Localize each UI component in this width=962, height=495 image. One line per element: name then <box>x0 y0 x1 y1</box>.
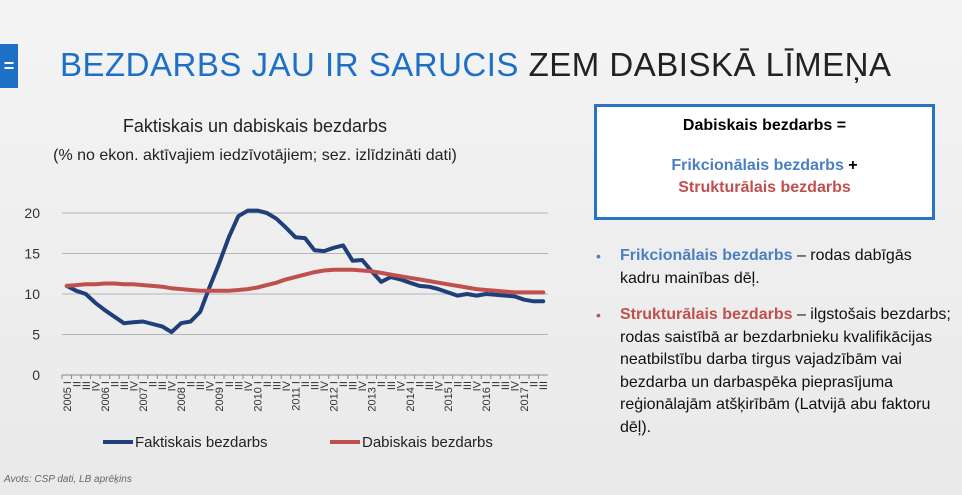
x-tick-label: II <box>491 381 503 387</box>
slide-title: BEZDARBS JAU IR SARUCIS ZEM DABISKĀ LĪME… <box>60 40 892 90</box>
bullet-frictional: • Frikcionālais bezdarbs – rodas dabīgās… <box>596 245 956 290</box>
bullet-text: – rodas dabīgās kadru mainības dēļ. <box>620 247 912 287</box>
legend-label: Dabiskais bezdarbs <box>362 434 493 451</box>
x-tick-label: II <box>529 381 541 387</box>
x-tick-label: II <box>414 381 426 387</box>
bullet-term: Strukturālais bezdarbs <box>620 306 793 323</box>
x-tick-label: IV <box>319 380 331 391</box>
x-tick-label: III <box>81 381 93 390</box>
x-tick-label: 2014 I <box>405 381 417 412</box>
definition-line-1: Frikcionālais bezdarbs + <box>597 157 932 175</box>
x-tick-label: II <box>186 381 198 387</box>
chart-subtitle: (% no ekon. aktīvajiem iedzīvotājiem; se… <box>53 147 457 164</box>
bullet-term: Frikcionālais bezdarbs <box>620 247 793 264</box>
definition-line-2: Strukturālais bezdarbs <box>678 179 851 196</box>
definition-heading: Dabiskais bezdarbs = <box>682 117 847 134</box>
x-tick-label: III <box>538 381 550 390</box>
x-tick-label: II <box>224 381 236 387</box>
x-tick-label: 2017 I <box>519 381 531 412</box>
x-tick-label: 2009 I <box>214 381 226 412</box>
y-tick-label: 10 <box>24 286 40 302</box>
y-tick-label: 15 <box>24 246 40 262</box>
x-tick-label: II <box>109 381 121 387</box>
legend-label: Faktiskais bezdarbs <box>135 434 268 451</box>
x-tick-label: IV <box>433 380 445 391</box>
bullet-dot: • <box>596 248 601 264</box>
x-tick-label: 2008 I <box>176 381 188 412</box>
y-tick-label: 5 <box>32 327 40 343</box>
x-tick-label: IV <box>90 380 102 391</box>
x-tick-label: IV <box>395 380 407 391</box>
x-tick-label: III <box>386 381 398 390</box>
x-tick-label: III <box>157 381 169 390</box>
x-tick-label: III <box>233 381 245 390</box>
x-tick-label: IV <box>205 380 217 391</box>
x-tick-label: 2011 I <box>290 381 302 411</box>
frictional-term: Frikcionālais bezdarbs <box>671 157 844 174</box>
chart-title: Faktiskais un dabiskais bezdarbs <box>122 116 388 136</box>
x-tick-label: II <box>338 381 350 387</box>
title-rest: ZEM DABISKĀ LĪMEŅA <box>518 46 892 83</box>
x-tick-label: 2010 I <box>252 381 264 412</box>
bullet-structural: • Strukturālais bezdarbs – ilgstošais be… <box>596 304 956 439</box>
title-highlight: BEZDARBS JAU IR SARUCIS <box>60 46 519 83</box>
definition-box: Dabiskais bezdarbs = Frikcionālais bezda… <box>594 104 935 220</box>
bullet-list: • Frikcionālais bezdarbs – rodas dabīgās… <box>596 245 956 453</box>
y-tick-label: 20 <box>24 205 40 221</box>
x-tick-label: II <box>71 381 83 387</box>
x-tick-label: III <box>271 381 283 390</box>
x-tick-label: 2006 I <box>100 381 112 412</box>
x-tick-label: 2013 I <box>367 381 379 412</box>
x-tick-label: 2016 I <box>481 381 493 412</box>
plus-sign: + <box>843 157 858 174</box>
x-tick-label: 2007 I <box>138 381 150 412</box>
slide-badge: = <box>0 44 18 88</box>
x-tick-label: II <box>300 381 312 387</box>
x-tick-label: 2005 I <box>62 381 74 412</box>
x-tick-label: III <box>424 381 436 390</box>
x-tick-label: III <box>348 381 360 390</box>
x-tick-label: IV <box>243 380 255 391</box>
x-tick-label: IV <box>357 380 369 391</box>
x-tick-label: III <box>500 381 512 390</box>
bullet-dot: • <box>596 307 601 323</box>
bullet-text: – ilgstošais bezdarbs; rodas saistībā ar… <box>620 306 951 436</box>
x-tick-label: II <box>148 381 160 387</box>
y-tick-label: 0 <box>32 367 40 383</box>
x-tick-label: III <box>462 381 474 390</box>
x-tick-label: IV <box>167 380 179 391</box>
x-tick-label: 2015 I <box>443 381 455 412</box>
x-tick-label: III <box>119 381 131 390</box>
source-note: Avots: CSP dati, LB aprēķins <box>4 474 132 485</box>
x-tick-label: III <box>310 381 322 390</box>
x-tick-label: IV <box>472 380 484 391</box>
x-tick-label: IV <box>128 380 140 391</box>
x-tick-label: III <box>195 381 207 390</box>
x-tick-label: II <box>262 381 274 387</box>
series-line <box>64 208 546 335</box>
x-tick-label: 2012 I <box>329 381 341 412</box>
x-tick-label: IV <box>510 380 522 391</box>
series-line <box>64 267 546 295</box>
x-tick-label: II <box>376 381 388 387</box>
x-tick-label: IV <box>281 380 293 391</box>
x-tick-label: II <box>452 381 464 387</box>
